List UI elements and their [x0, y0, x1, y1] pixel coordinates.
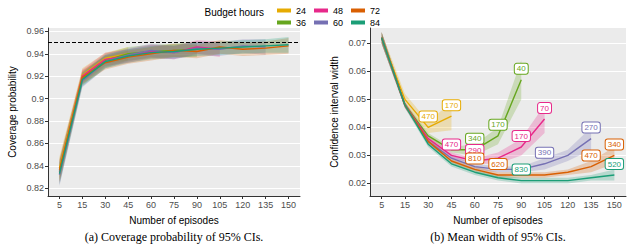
svg-text:75: 75 — [493, 200, 503, 210]
svg-text:170: 170 — [445, 101, 459, 110]
svg-text:0.02: 0.02 — [348, 178, 366, 188]
svg-text:0.05: 0.05 — [348, 94, 366, 104]
svg-text:5: 5 — [57, 200, 62, 210]
svg-text:0.96: 0.96 — [26, 26, 44, 36]
svg-text:0.9: 0.9 — [31, 94, 44, 104]
svg-text:150: 150 — [607, 200, 622, 210]
svg-text:(a) Coverage probability of 95: (a) Coverage probability of 95% CIs. — [85, 230, 264, 244]
svg-text:0.94: 0.94 — [26, 49, 44, 59]
svg-text:90: 90 — [516, 200, 526, 210]
svg-text:810: 810 — [468, 154, 482, 163]
svg-text:830: 830 — [515, 165, 529, 174]
svg-text:0.04: 0.04 — [348, 122, 366, 132]
svg-text:60: 60 — [333, 18, 343, 28]
svg-text:48: 48 — [333, 6, 343, 16]
svg-text:340: 340 — [608, 140, 622, 149]
svg-text:40: 40 — [517, 64, 526, 73]
svg-text:0.92: 0.92 — [26, 71, 44, 81]
svg-text:15: 15 — [400, 200, 410, 210]
svg-text:Confidence interval width: Confidence interval width — [329, 56, 340, 168]
svg-text:470: 470 — [584, 151, 598, 160]
svg-text:24: 24 — [296, 6, 306, 16]
svg-text:120: 120 — [235, 200, 250, 210]
svg-text:105: 105 — [212, 200, 227, 210]
svg-text:0.07: 0.07 — [348, 38, 366, 48]
svg-text:0.82: 0.82 — [26, 183, 44, 193]
svg-text:150: 150 — [281, 200, 296, 210]
svg-text:135: 135 — [584, 200, 599, 210]
svg-text:Budget hours: Budget hours — [205, 7, 265, 18]
svg-text:105: 105 — [537, 200, 552, 210]
svg-text:170: 170 — [491, 120, 505, 129]
svg-text:0.86: 0.86 — [26, 138, 44, 148]
svg-text:60: 60 — [146, 200, 156, 210]
svg-text:620: 620 — [491, 160, 505, 169]
svg-text:0.03: 0.03 — [348, 150, 366, 160]
svg-text:45: 45 — [123, 200, 133, 210]
svg-text:470: 470 — [422, 112, 436, 121]
svg-text:470: 470 — [445, 140, 459, 149]
svg-text:15: 15 — [77, 200, 87, 210]
svg-text:45: 45 — [446, 200, 456, 210]
svg-text:520: 520 — [608, 160, 622, 169]
svg-text:90: 90 — [192, 200, 202, 210]
svg-text:135: 135 — [258, 200, 273, 210]
svg-text:75: 75 — [169, 200, 179, 210]
svg-text:36: 36 — [296, 18, 306, 28]
svg-text:270: 270 — [584, 123, 598, 132]
svg-text:60: 60 — [470, 200, 480, 210]
svg-text:72: 72 — [370, 6, 380, 16]
svg-text:70: 70 — [540, 104, 549, 113]
svg-text:340: 340 — [468, 134, 482, 143]
svg-text:290: 290 — [468, 145, 482, 155]
svg-text:84: 84 — [370, 18, 380, 28]
svg-text:30: 30 — [423, 200, 433, 210]
svg-text:5: 5 — [379, 200, 384, 210]
svg-text:0.84: 0.84 — [26, 161, 44, 171]
svg-text:Number of episodes: Number of episodes — [453, 215, 543, 226]
svg-text:0.06: 0.06 — [348, 66, 366, 76]
svg-text:(b) Mean width of 95% CIs.: (b) Mean width of 95% CIs. — [430, 230, 565, 244]
svg-text:0.88: 0.88 — [26, 116, 44, 126]
svg-text:Number of episodes: Number of episodes — [129, 215, 219, 226]
svg-text:30: 30 — [100, 200, 110, 210]
svg-text:170: 170 — [515, 132, 529, 141]
svg-text:120: 120 — [560, 200, 575, 210]
svg-text:390: 390 — [538, 148, 552, 157]
svg-text:Coverage probability: Coverage probability — [7, 66, 18, 158]
